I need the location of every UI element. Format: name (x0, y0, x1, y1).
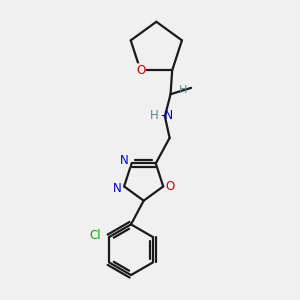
Text: Cl: Cl (89, 229, 101, 242)
Text: O: O (136, 64, 145, 77)
Text: H: H (179, 85, 188, 95)
Text: O: O (166, 180, 175, 193)
Text: N: N (120, 154, 129, 167)
Text: -N: -N (160, 109, 173, 122)
Text: N: N (113, 182, 122, 196)
Text: H: H (150, 109, 159, 122)
